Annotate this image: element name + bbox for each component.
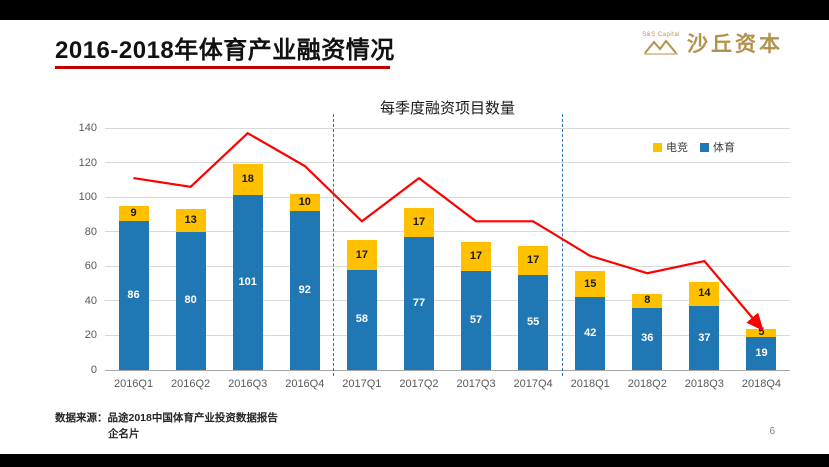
bar-segment-sports: 80 <box>175 231 206 370</box>
data-source-line2: 企名片 <box>108 428 140 441</box>
chart-area: 0 20 40 60 80 100 120 140 86 9 2016Q1 80 13 2016Q2 101… <box>79 114 790 390</box>
legend-label: 体育 <box>713 142 735 154</box>
legend-item: 体育 <box>700 139 735 155</box>
gridline <box>105 196 790 198</box>
y-tick-label: 0 <box>90 364 97 376</box>
bar-segment-sports: 57 <box>461 271 492 370</box>
gridline <box>105 265 790 267</box>
bar-segment-sports: 55 <box>518 274 549 370</box>
x-tick-label: 2018Q1 <box>570 378 610 390</box>
bar-segment-esports: 17 <box>403 207 434 237</box>
data-source-line1: 数据来源：品途2018中国体育产业投资数据报告 <box>55 412 278 424</box>
page-number: 6 <box>769 426 775 437</box>
x-tick-label: 2016Q3 <box>228 378 268 390</box>
bar-segment-sports: 92 <box>289 210 320 370</box>
y-tick-label: 140 <box>78 122 97 134</box>
x-tick-label: 2017Q1 <box>342 378 382 390</box>
bar-segment-esports: 13 <box>175 209 206 232</box>
y-tick-label: 60 <box>84 260 97 273</box>
x-tick-label: 2017Q2 <box>399 378 439 390</box>
bar-segment-esports: 14 <box>689 281 720 307</box>
x-tick-label: 2017Q3 <box>456 378 496 390</box>
bar-segment-sports: 101 <box>232 195 263 370</box>
bar-segment-esports: 17 <box>461 242 492 272</box>
data-source: 数据来源：品途2018中国体育产业投资数据报告 企名片 <box>55 410 278 443</box>
gridline <box>105 162 790 164</box>
legend-swatch <box>700 142 709 152</box>
bar-segment-sports: 86 <box>118 221 149 370</box>
x-axis-line <box>105 369 790 371</box>
bar-segment-sports: 58 <box>346 269 377 370</box>
legend-swatch <box>653 142 662 152</box>
title-underline <box>55 66 390 69</box>
bar-segment-esports: 9 <box>118 205 149 222</box>
legend-label: 电竞 <box>666 142 688 154</box>
bar-segment-esports: 18 <box>232 164 263 196</box>
y-tick-label: 80 <box>84 225 97 238</box>
bar-segment-esports: 15 <box>575 271 606 298</box>
bar-segment-sports: 77 <box>403 236 434 370</box>
y-tick-label: 100 <box>78 191 97 204</box>
gridline <box>105 231 790 233</box>
logo-text: 沙丘资本 <box>687 33 783 56</box>
logo-subtext: S&S Capital <box>642 31 680 38</box>
bar-segment-esports: 17 <box>518 245 549 275</box>
bar-segment-sports: 42 <box>575 297 606 370</box>
x-tick-label: 2016Q2 <box>171 378 211 390</box>
x-tick-label: 2016Q1 <box>113 378 154 390</box>
y-tick-label: 20 <box>84 329 97 342</box>
x-tick-label: 2018Q2 <box>627 378 667 390</box>
trend-line <box>133 131 764 332</box>
bottom-letterbox <box>0 454 829 467</box>
x-tick-label: 2018Q4 <box>741 378 782 390</box>
bar-segment-esports: 10 <box>289 193 320 211</box>
bar-segment-sports: 37 <box>689 306 720 370</box>
year-separator-line <box>333 114 335 376</box>
top-letterbox <box>0 0 829 20</box>
y-tick-label: 40 <box>84 294 97 307</box>
x-tick-label: 2016Q4 <box>285 378 325 390</box>
mountain-logo-icon <box>644 38 679 54</box>
x-tick-label: 2017Q4 <box>513 378 553 390</box>
x-tick-label: 2018Q3 <box>684 378 724 390</box>
chart-title: 每季度融资项目数量 <box>379 100 515 117</box>
bar-segment-esports: 8 <box>632 293 663 308</box>
y-tick-label: 120 <box>78 156 97 169</box>
bar-segment-sports: 36 <box>632 307 663 370</box>
gridline <box>105 334 790 336</box>
legend: 电竞 体育 <box>653 139 735 155</box>
logo-mark-wrap: S&S Capital <box>642 32 680 55</box>
page-title: 2016-2018年体育产业融资情况 <box>55 37 395 64</box>
bar-segment-esports: 17 <box>346 240 377 270</box>
gridline <box>105 127 790 129</box>
legend-item: 电竞 <box>653 139 688 155</box>
company-logo: S&S Capital 沙丘资本 <box>642 28 783 58</box>
gridline <box>105 300 790 302</box>
year-separator-line <box>561 114 563 376</box>
bar-segment-sports: 19 <box>746 337 777 370</box>
bar-segment-esports: 5 <box>746 327 777 338</box>
